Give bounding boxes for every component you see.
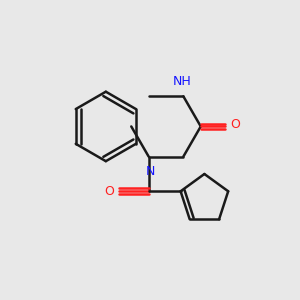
Text: O: O	[104, 185, 114, 198]
Text: O: O	[230, 118, 240, 131]
Text: N: N	[146, 165, 155, 178]
Text: NH: NH	[172, 75, 191, 88]
